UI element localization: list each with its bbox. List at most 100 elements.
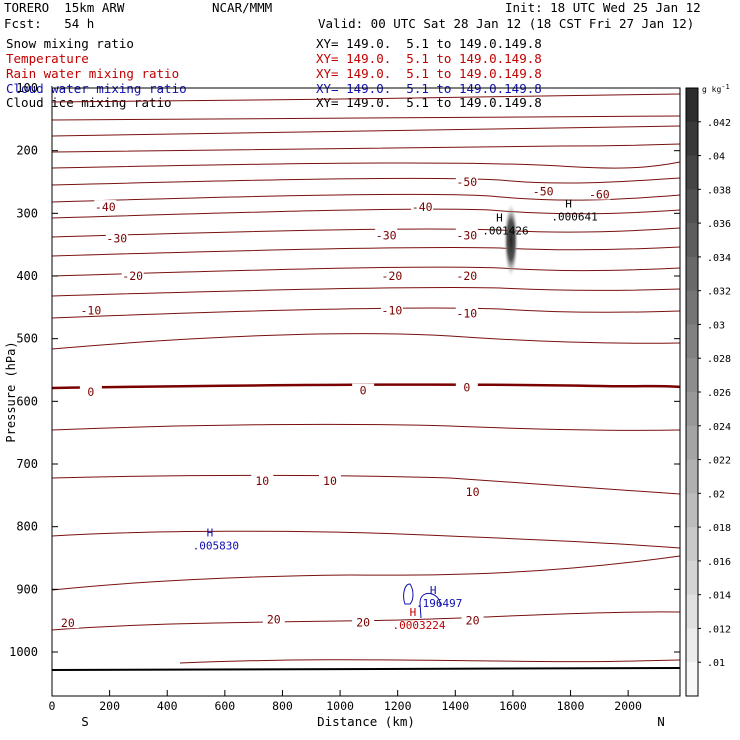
ground-surface	[51, 667, 681, 671]
isotherm-line	[51, 266, 681, 277]
contour-label: 20	[267, 612, 281, 626]
contour-label: 0	[463, 381, 470, 395]
colorbar-tick-label: .026	[707, 388, 731, 399]
colorbar-swatch	[686, 628, 698, 663]
maximum-marker: H	[430, 584, 437, 597]
y-axis-title: Pressure (hPa)	[4, 341, 18, 442]
contour-label-background	[262, 612, 285, 625]
maximum-value: .196497	[416, 597, 462, 610]
colorbar-tick-label: .014	[707, 591, 731, 602]
contour-label: -20	[456, 269, 477, 283]
colorbar-tick-label: .036	[707, 219, 731, 230]
colorbar-swatch	[686, 425, 698, 461]
contour-label-background	[455, 228, 478, 241]
legend-temperature-xy: XY= 149.0. 5.1 to 149.0.149.8	[316, 51, 542, 66]
contour-label-background	[455, 269, 478, 281]
contour-label-background	[375, 228, 398, 241]
contour-label: -50	[456, 175, 477, 189]
contour-label-background	[94, 200, 117, 213]
contour-label: 20	[356, 616, 370, 630]
x-tick-label: 800	[272, 699, 293, 713]
contour-label-background	[380, 303, 403, 316]
colorbar-swatch	[686, 256, 698, 292]
y-tick-label: 900	[16, 582, 38, 596]
contour-label: -10	[382, 303, 403, 317]
isotherm-line	[51, 115, 681, 121]
x-tick-label: 1400	[441, 699, 469, 713]
colorbar-swatch	[686, 324, 698, 359]
contour-label-background	[105, 231, 128, 244]
contour-label: -40	[95, 200, 116, 214]
colorbar-tick-label: .022	[707, 456, 731, 467]
colorbar-swatch	[686, 121, 698, 157]
legend-snow-xy: XY= 149.0. 5.1 to 149.0.149.8	[316, 36, 542, 51]
x-tick-label: 1200	[384, 699, 412, 713]
y-tick-label: 1000	[9, 645, 38, 659]
contour-label-background	[352, 383, 375, 396]
y-tick-label: 300	[16, 206, 38, 220]
maximum-marker: H	[496, 211, 503, 224]
colorbar-swatch	[686, 493, 698, 528]
org-title: NCAR/MMM	[212, 0, 273, 15]
x-axis-title: Distance (km)	[317, 714, 415, 729]
contour-label-background	[56, 616, 79, 629]
maximum-value: .0003224	[392, 619, 445, 632]
contour-label-background	[588, 187, 611, 200]
contour-label: 10	[255, 474, 269, 488]
contour-label-background	[251, 473, 274, 486]
colorbar-swatch	[686, 155, 698, 190]
contour-label: -30	[456, 228, 477, 242]
isotherm-line	[179, 659, 681, 664]
x-tick-label: 1800	[557, 699, 585, 713]
colorbar-tick-label: .02	[707, 489, 725, 500]
x-tick-label: 0	[49, 699, 56, 713]
contour-label-background	[79, 384, 102, 397]
y-tick-label: 700	[16, 457, 38, 471]
maximum-marker: H	[565, 197, 572, 210]
forecast-hour: Fcst: 54 h	[4, 16, 95, 31]
contour-label: -60	[589, 188, 610, 202]
valid-time: Valid: 00 UTC Sat 28 Jan 12 (18 CST Fri …	[318, 16, 695, 31]
colorbar-swatch	[686, 459, 698, 494]
isotherm-line	[51, 208, 681, 219]
colorbar-tick-label: .04	[707, 152, 725, 163]
contour-label-background	[455, 380, 478, 393]
y-tick-label: 200	[16, 144, 38, 158]
colorbar-tick-label: .016	[707, 557, 731, 568]
isotherm-line	[51, 611, 681, 631]
colorbar-unit: g kg-1	[702, 83, 730, 94]
contour-label-background	[411, 200, 434, 213]
isotherm-line	[51, 307, 681, 319]
colorbar-tick-label: .018	[707, 523, 731, 534]
isotherm-line	[51, 161, 681, 169]
contour-label: -10	[456, 307, 477, 321]
cloud-ice-shading	[504, 204, 518, 276]
y-tick-label: 600	[16, 394, 38, 408]
contour-label-background	[318, 473, 341, 486]
contour-label-background	[455, 175, 478, 187]
colorbar-tick-label: .024	[707, 422, 731, 433]
colorbar-swatch	[686, 527, 698, 562]
contour-label: 20	[466, 614, 480, 628]
contour-label: 20	[61, 616, 75, 630]
contour-label: -50	[533, 184, 554, 198]
contour-label-background	[352, 615, 375, 628]
colorbar-swatch	[686, 392, 698, 427]
contour-label-background	[79, 303, 102, 316]
x-tick-label: 1600	[499, 699, 527, 713]
legend-rain-xy: XY= 149.0. 5.1 to 149.0.149.8	[316, 66, 542, 81]
isotherm-line	[51, 227, 681, 238]
colorbar-tick-label: .01	[707, 658, 725, 669]
isotherm-line	[51, 177, 681, 186]
contour-label-background	[455, 306, 478, 319]
y-tick-label: 800	[16, 520, 38, 534]
isotherm-line	[51, 193, 681, 203]
isotherm-line	[51, 246, 681, 257]
contour-label: 0	[87, 385, 94, 399]
plot-frame	[51, 87, 681, 697]
cloud-water-contour	[403, 583, 441, 619]
isotherm-line	[51, 530, 681, 549]
colorbar-swatch	[686, 358, 698, 393]
contour-label: -30	[376, 228, 397, 242]
